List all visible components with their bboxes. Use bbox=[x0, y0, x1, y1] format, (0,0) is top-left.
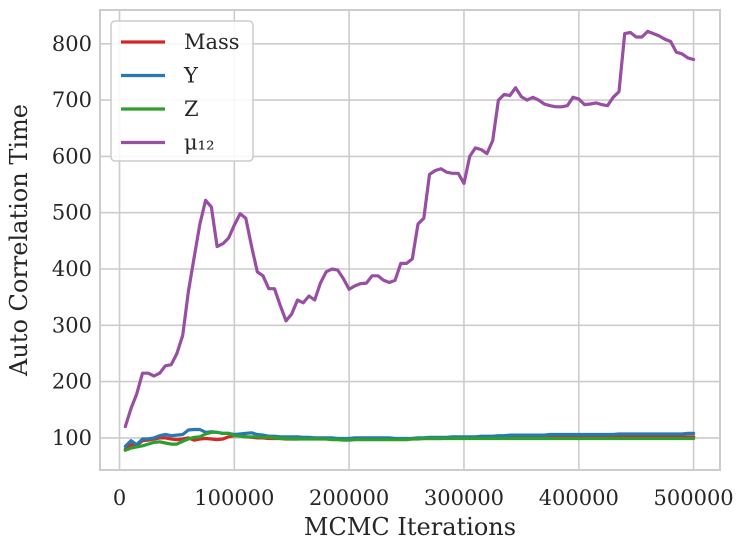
y-tick-label: 100 bbox=[52, 426, 92, 450]
y-tick-label: 400 bbox=[52, 257, 92, 281]
y-tick-label: 300 bbox=[52, 313, 92, 337]
plot-frame bbox=[99, 9, 721, 471]
y-axis-label: Auto Correlation Time bbox=[5, 104, 33, 377]
y-tick-label: 500 bbox=[52, 201, 92, 225]
x-tick-label: 500000 bbox=[654, 486, 734, 510]
legend-label: Z bbox=[184, 97, 199, 121]
legend-label: μ₁₂ bbox=[184, 131, 215, 155]
legend-box bbox=[110, 20, 254, 162]
x-tick-label: 300000 bbox=[424, 486, 504, 510]
y-tick-label: 800 bbox=[52, 32, 92, 56]
x-axis-label: MCMC Iterations bbox=[304, 513, 516, 541]
legend-label: Y bbox=[183, 64, 199, 88]
x-tick-label: 200000 bbox=[309, 486, 389, 510]
legend-label: Mass bbox=[184, 30, 240, 54]
y-tick-label: 600 bbox=[52, 144, 92, 168]
x-tick-label: 0 bbox=[113, 486, 126, 510]
x-tick-label: 100000 bbox=[194, 486, 274, 510]
y-tick-label: 700 bbox=[52, 88, 92, 112]
tick-labels: 0 100000 200000 300000 400000 500000 100 200 300… bbox=[52, 32, 734, 510]
series-line- bbox=[123, 29, 696, 429]
x-tick-label: 400000 bbox=[539, 486, 619, 510]
series-lines bbox=[123, 29, 696, 452]
series-line-z bbox=[123, 430, 696, 452]
grid bbox=[100, 10, 720, 470]
y-tick-label: 200 bbox=[52, 370, 92, 394]
